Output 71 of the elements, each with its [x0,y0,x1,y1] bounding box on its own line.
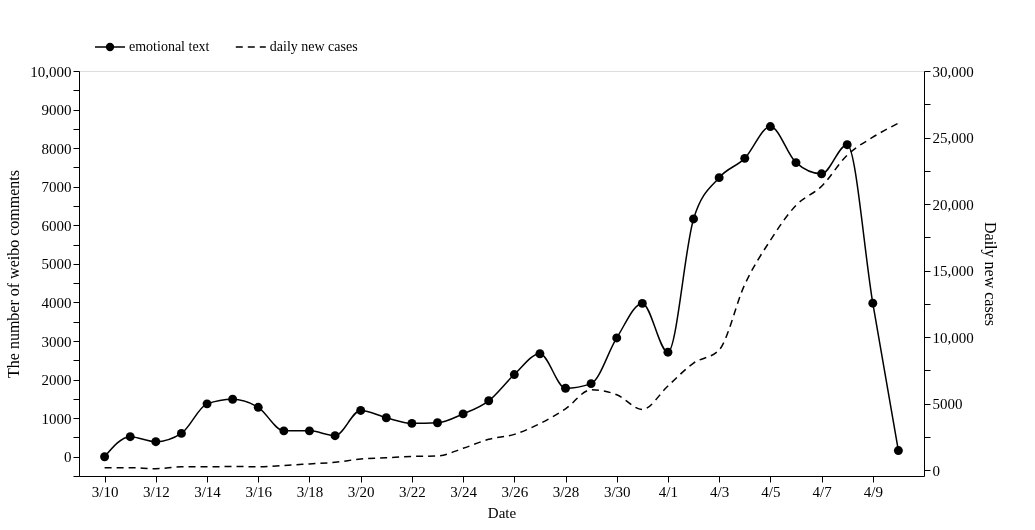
x-tick-label: 3/18 [296,483,324,500]
y-axis-title: The number of weibo comments [5,170,23,378]
x-tick-label: 3/26 [501,483,529,500]
x-tick-label: 3/28 [552,483,580,500]
y2-tick-label: 0 [932,462,940,479]
x-tick-label: 4/7 [812,483,833,500]
legend-label: emotional text [129,39,210,54]
y-tick-label: 8000 [41,140,72,157]
x-tick-label: 3/14 [194,483,222,500]
point [151,437,161,447]
x-tick-label: 3/30 [603,483,631,500]
y-tick-label: 3000 [41,333,72,350]
y-tick-label: 1000 [41,410,72,427]
point [433,418,442,428]
y2-tick-label: 30,000 [932,63,974,80]
point [637,298,647,308]
point [586,379,596,389]
x-tick-label: 4/9 [863,483,883,500]
legend-label: daily new cases [269,39,358,54]
point [714,173,724,183]
x-tick-label: 3/16 [245,483,273,500]
point [330,431,340,441]
x-tick-label: 3/24 [450,483,478,500]
point [842,140,852,150]
point [817,169,827,179]
point [458,409,468,419]
point [381,413,391,423]
point [253,402,263,412]
y-tick-label: 2000 [41,372,72,389]
point [663,347,673,357]
point [561,383,570,393]
point [535,349,545,359]
y2-tick-label: 15,000 [932,263,974,280]
point [689,214,699,224]
y2-axis-title: Daily new cases [980,222,999,326]
x-tick-label: 4/3 [710,483,730,500]
x-tick-label: 4/1 [658,483,679,500]
point [765,122,775,132]
point [740,153,750,163]
y2-tick-label: 20,000 [932,196,974,213]
point [356,405,366,415]
point [893,446,903,456]
y-tick-label: 10,000 [30,63,72,80]
x-tick-label: 3/22 [399,483,426,500]
point [868,298,878,308]
y2-tick-label: 10,000 [932,329,974,346]
y-tick-label: 6000 [41,217,72,234]
point [484,396,494,406]
point [407,418,417,428]
point [304,426,314,436]
point [612,333,622,343]
y-tick-label: 7000 [41,179,72,196]
point [100,452,110,462]
x-tick-label: 3/10 [91,483,119,500]
x-tick-label: 3/20 [347,483,375,500]
y-tick-label: 4000 [41,294,72,311]
point [279,426,289,436]
y-tick-label: 9000 [41,102,72,119]
x-tick-label: 3/12 [142,483,170,500]
y-tick-label: 5000 [41,256,72,273]
point [791,158,801,168]
point [125,432,135,442]
x-axis-title: Date [487,504,517,521]
point [509,370,519,380]
point [176,428,186,438]
x-tick-label: 4/5 [761,483,781,500]
y2-tick-label: 25,000 [932,130,974,146]
y-tick-label: 0 [64,449,72,466]
point [202,399,212,409]
y2-tick-label: 5000 [932,396,963,413]
point [228,394,238,404]
